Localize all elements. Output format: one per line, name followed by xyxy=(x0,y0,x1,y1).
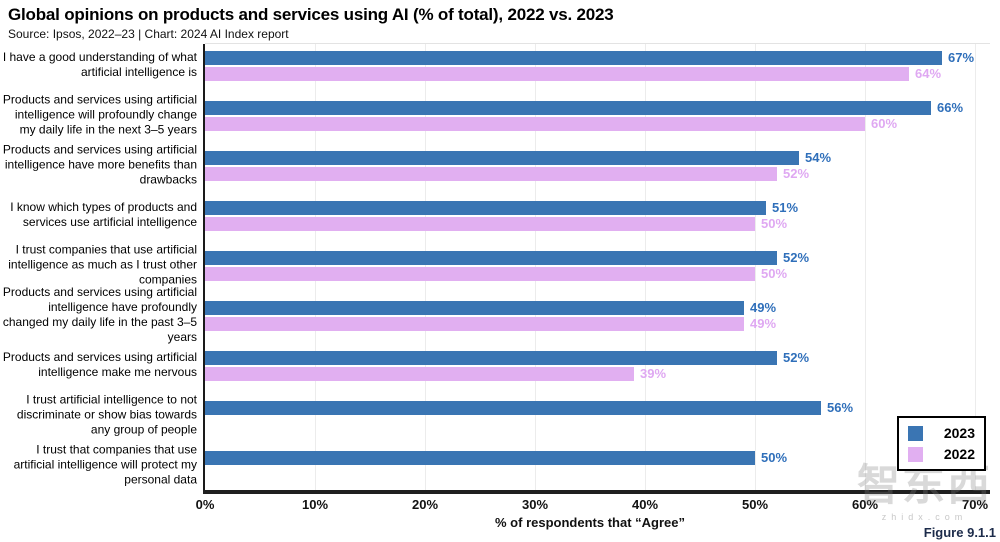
bar-2023 xyxy=(205,51,942,65)
bar-2022 xyxy=(205,367,634,381)
bar-2022 xyxy=(205,67,909,81)
bar-value-label: 67% xyxy=(948,50,975,65)
bar-value-label: 50% xyxy=(761,216,788,231)
bar-value-label: 51% xyxy=(772,200,799,215)
bar-value-label: 49% xyxy=(750,300,777,315)
bar-value-label: 52% xyxy=(783,250,810,265)
category-label: Products and services using artificial i… xyxy=(2,285,197,344)
bar-2022 xyxy=(205,167,777,181)
legend-label-2023: 2023 xyxy=(943,425,975,441)
category-label: Products and services using artificial i… xyxy=(2,350,197,379)
legend: 2023 2022 xyxy=(897,416,986,471)
bar-2023 xyxy=(205,301,744,315)
x-tick-label: 0% xyxy=(195,497,215,512)
bar-2023 xyxy=(205,401,821,415)
category-label: Products and services using artificial i… xyxy=(2,142,197,187)
bar-value-label: 49% xyxy=(750,316,777,331)
bar-2023 xyxy=(205,201,766,215)
bar-2022 xyxy=(205,217,755,231)
bar-value-label: 39% xyxy=(640,366,667,381)
bar-2023 xyxy=(205,251,777,265)
bar-2023 xyxy=(205,151,799,165)
legend-label-2022: 2022 xyxy=(943,446,975,462)
x-tick-label: 50% xyxy=(741,497,769,512)
x-axis-line xyxy=(203,490,990,494)
legend-swatch-2023 xyxy=(908,425,923,441)
bar-2022 xyxy=(205,317,744,331)
category-label: I trust artificial intelligence to not d… xyxy=(16,392,197,437)
category-label: I trust companies that use artificial in… xyxy=(8,242,197,287)
gridline xyxy=(975,44,976,490)
x-tick-label: 20% xyxy=(411,497,439,512)
bar-2022 xyxy=(205,117,865,131)
bar-value-label: 52% xyxy=(783,350,810,365)
bar-value-label: 50% xyxy=(761,450,788,465)
bar-value-label: 52% xyxy=(783,166,810,181)
category-label: I trust that companies that use artifici… xyxy=(13,442,197,487)
category-label: I know which types of products and servi… xyxy=(10,200,197,229)
figure-caption: Figure 9.1.1 xyxy=(923,525,996,540)
bar-value-label: 64% xyxy=(915,66,942,81)
bar-value-label: 60% xyxy=(871,116,898,131)
x-tick-label: 10% xyxy=(301,497,329,512)
watermark-subtext: zhidx.com xyxy=(881,512,968,522)
bar-2022 xyxy=(205,267,755,281)
category-label: Products and services using artificial i… xyxy=(2,92,197,137)
bar-value-label: 54% xyxy=(805,150,832,165)
chart-title: Global opinions on products and services… xyxy=(8,5,614,24)
gridline xyxy=(755,44,756,490)
category-labels: I have a good understanding of what arti… xyxy=(0,43,200,490)
bar-value-label: 50% xyxy=(761,266,788,281)
chart-subtitle: Source: Ipsos, 2022–23 | Chart: 2024 AI … xyxy=(8,27,289,41)
bar-value-label: 56% xyxy=(827,400,854,415)
x-tick-label: 40% xyxy=(631,497,659,512)
bar-value-label: 66% xyxy=(937,100,964,115)
legend-item-2023: 2023 xyxy=(908,425,975,441)
bar-2023 xyxy=(205,101,931,115)
x-axis-title: % of respondents that “Agree” xyxy=(495,515,685,530)
category-label: I have a good understanding of what arti… xyxy=(2,50,197,79)
x-tick-label: 30% xyxy=(521,497,549,512)
legend-item-2022: 2022 xyxy=(908,446,975,462)
legend-swatch-2022 xyxy=(908,446,923,462)
y-axis-line xyxy=(203,44,205,493)
gridline xyxy=(865,44,866,490)
x-tick-label: 60% xyxy=(851,497,879,512)
bar-2023 xyxy=(205,451,755,465)
bar-2023 xyxy=(205,351,777,365)
x-tick-label: 70% xyxy=(961,497,989,512)
plot-area: 67% 64% 66% 60% 54% 52% 51% 50% 52% 50% 49% 49% 52% 3… xyxy=(203,43,990,494)
